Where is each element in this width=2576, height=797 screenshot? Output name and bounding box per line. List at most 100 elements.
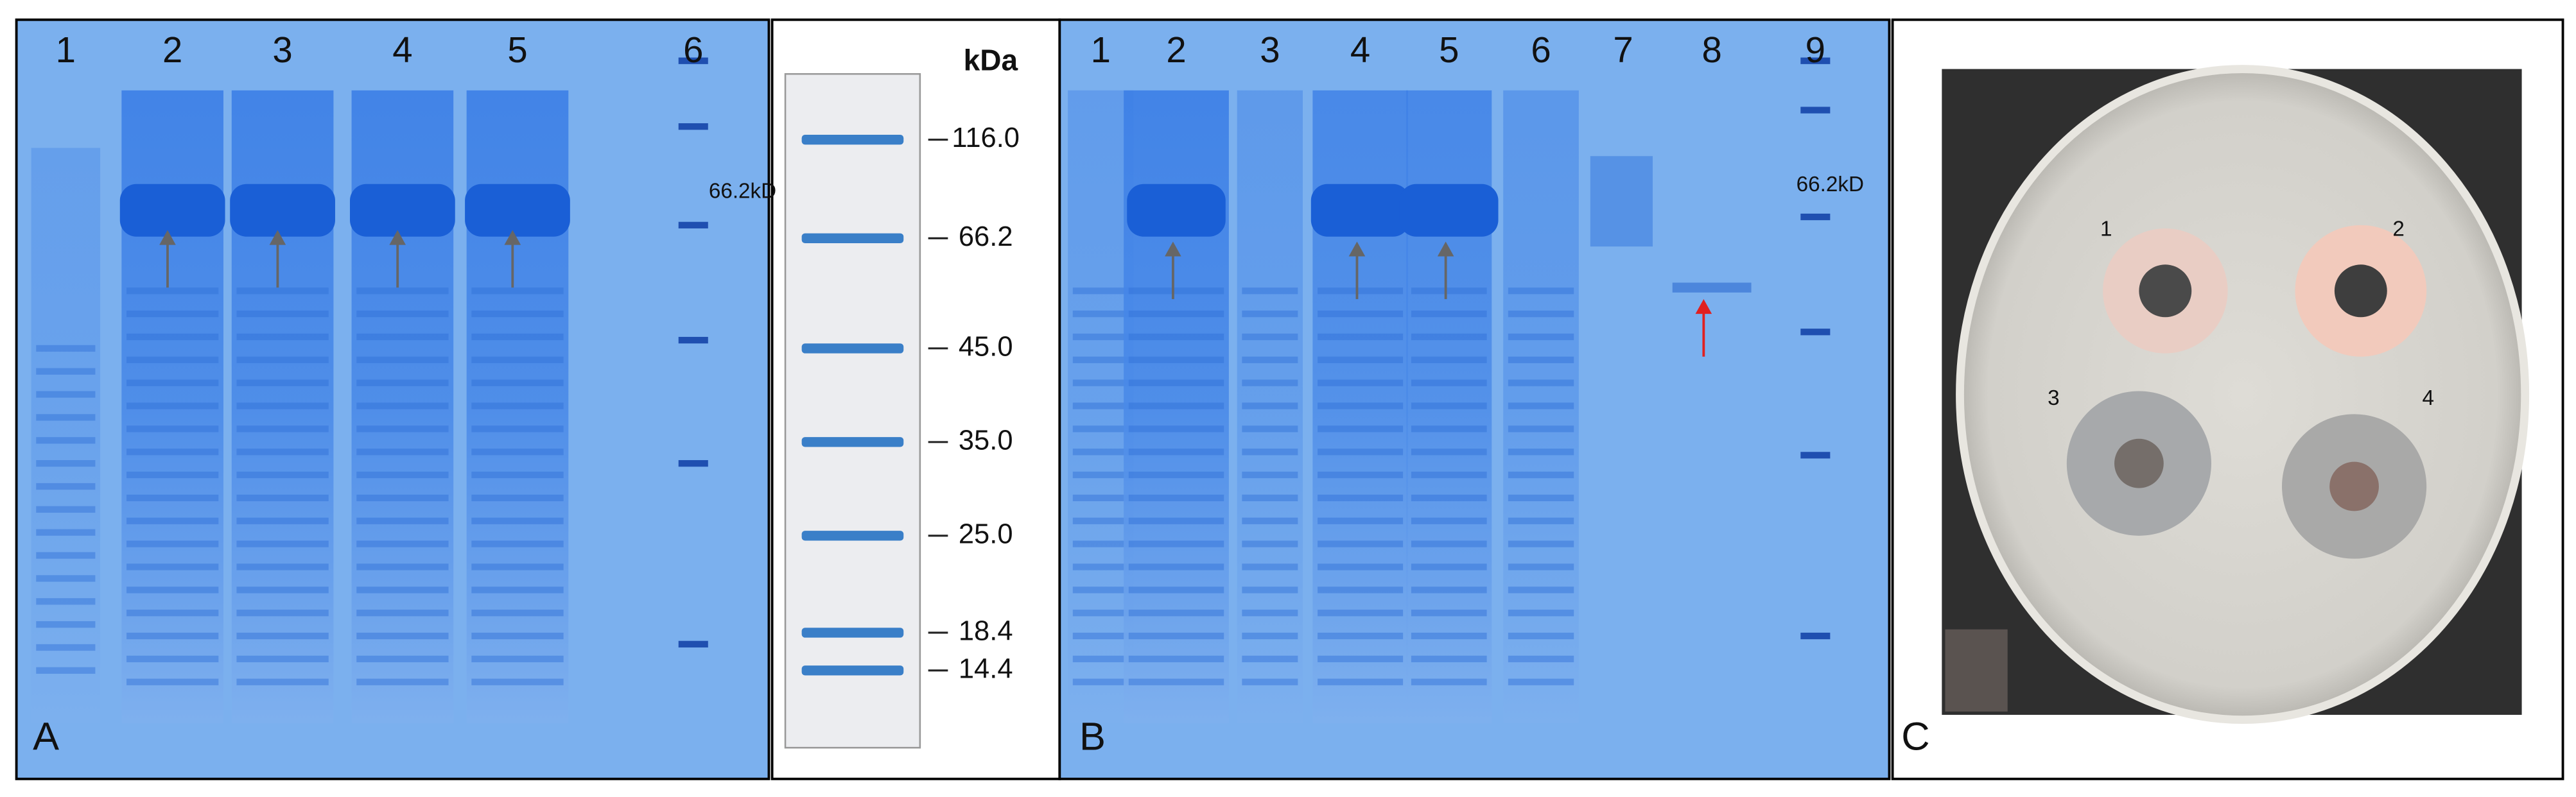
band: [1411, 379, 1487, 386]
band: [356, 517, 449, 524]
lane-smear: [1590, 156, 1653, 247]
lane-smear: [1068, 90, 1134, 723]
lane-smear: [31, 148, 101, 723]
ladder-band: [801, 233, 904, 244]
ladder-value: 25.0: [959, 518, 1013, 549]
band: [36, 644, 96, 651]
well-label: 4: [2422, 386, 2434, 410]
band: [1242, 310, 1298, 318]
band: [1128, 310, 1224, 318]
ladder-band: [801, 665, 904, 676]
band: [126, 540, 219, 547]
band: [1128, 356, 1224, 363]
arrow-head: [269, 230, 286, 245]
band: [471, 379, 564, 386]
band: [356, 379, 449, 386]
band: [1242, 610, 1298, 617]
band: [1508, 494, 1574, 502]
well-label: 3: [2048, 386, 2060, 410]
band: [236, 655, 329, 663]
band: [1318, 610, 1404, 617]
band: [471, 310, 564, 318]
well: [2334, 264, 2387, 318]
ladder-gel: [784, 73, 921, 749]
band: [1072, 425, 1129, 433]
band: [471, 333, 564, 341]
band: [1318, 287, 1404, 295]
band: [1508, 517, 1574, 524]
marker-band: [678, 460, 708, 467]
band: [126, 425, 219, 433]
ladder-band: [801, 343, 904, 354]
band: [126, 610, 219, 617]
arrow-head: [389, 230, 406, 245]
band: [356, 287, 449, 295]
band: [1508, 563, 1574, 570]
main-band: [1310, 184, 1410, 237]
band: [1242, 356, 1298, 363]
marker-band: [678, 336, 708, 344]
band: [1128, 655, 1224, 663]
band: [126, 494, 219, 502]
band: [1242, 563, 1298, 570]
band: [36, 414, 96, 421]
band: [356, 563, 449, 570]
band: [1072, 494, 1129, 502]
band: [1508, 287, 1574, 295]
band: [1128, 333, 1224, 341]
marker-band: [1800, 329, 1831, 336]
band: [1318, 356, 1404, 363]
band: [126, 517, 219, 524]
band: [126, 587, 219, 594]
band: [356, 471, 449, 479]
band: [1318, 333, 1404, 341]
main-band: [465, 184, 570, 237]
band: [1508, 310, 1574, 318]
arrow-head: [1695, 299, 1712, 314]
band: [236, 425, 329, 433]
panel-label: B: [1079, 715, 1106, 759]
band: [1318, 540, 1404, 547]
band: [236, 449, 329, 456]
band: [126, 287, 219, 295]
band: [1318, 310, 1404, 318]
main-band: [1399, 184, 1499, 237]
band: [356, 632, 449, 640]
band: [36, 575, 96, 582]
band: [126, 655, 219, 663]
band: [1318, 449, 1404, 456]
marker-band: [678, 221, 708, 228]
arrow-head: [1165, 241, 1181, 257]
band: [236, 379, 329, 386]
ladder-value: 35.0: [959, 425, 1013, 456]
lane-label: 1: [1091, 30, 1111, 70]
band: [471, 517, 564, 524]
band: [1508, 449, 1574, 456]
band: [36, 598, 96, 605]
band: [1072, 655, 1129, 663]
band: [1128, 287, 1224, 295]
lane-label: 6: [683, 30, 703, 70]
band: [1411, 494, 1487, 502]
lane-label: 6: [1531, 30, 1551, 70]
band: [471, 471, 564, 479]
band: [1128, 425, 1224, 433]
band: [126, 402, 219, 409]
band: [1072, 471, 1129, 479]
band: [1508, 425, 1574, 433]
band: [471, 425, 564, 433]
band: [356, 425, 449, 433]
band: [1072, 610, 1129, 617]
marker-label: 66.2kD: [1797, 173, 1864, 196]
lane-label: 4: [392, 30, 412, 70]
band: [236, 587, 329, 594]
band: [236, 632, 329, 640]
band: [1508, 655, 1574, 663]
band: [126, 310, 219, 318]
band: [1072, 287, 1129, 295]
band: [1318, 632, 1404, 640]
band: [1318, 494, 1404, 502]
band: [471, 402, 564, 409]
band: [1242, 655, 1298, 663]
band: [471, 540, 564, 547]
